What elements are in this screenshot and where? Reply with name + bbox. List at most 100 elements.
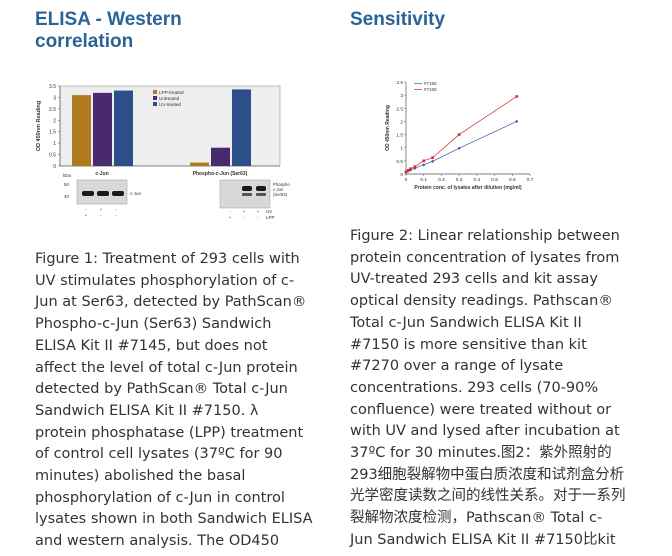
legend-swatch	[153, 96, 157, 100]
caption-line: UV stimulates phosphorylation of c-	[35, 272, 295, 289]
bar	[114, 90, 133, 166]
caption-line: detected by PathScan® Total c-Jun	[35, 381, 288, 398]
y-tick-label: 3	[53, 95, 56, 101]
y-tick-label: 0	[400, 172, 403, 178]
figure-1-caption: Figure 1: Treatment of 293 cells with UV …	[35, 249, 333, 553]
heading-line: ELISA - Western	[35, 9, 182, 30]
x-tick-label: 0.5	[491, 177, 498, 183]
line-chart-svg: 0 0.5 1 1.5 2 2.5 3 3.5 0 0.1 0.2 0.3 0.4 0.5 0.6 0.7 Pr…	[385, 80, 534, 191]
data-point	[406, 169, 410, 172]
x-tick-label: 0.2	[438, 177, 445, 183]
blot-band	[242, 186, 252, 191]
y-tick-label: 1	[53, 141, 56, 147]
data-point	[457, 146, 461, 150]
heading-line: Sensitivity	[350, 9, 446, 30]
caption-line: and western analysis. The OD450	[35, 533, 280, 550]
x-axis-label: Protein conc. of lysates after dilution …	[414, 185, 522, 191]
caption-line: Jun at Ser63, detected by PathScan®	[35, 294, 307, 311]
blot-row-label: UV	[266, 209, 272, 214]
blot-left-label: c-Jun	[130, 191, 142, 196]
caption-line: #7150 is more sensitive than kit	[350, 336, 587, 353]
y-tick-label: 0.5	[49, 153, 56, 159]
caption-line: 光学密度读数之间的线性关系。对于一系列	[350, 488, 626, 505]
caption-line: #7270 over a range of lysate	[350, 358, 564, 375]
blot-sign: +	[243, 209, 246, 214]
bar	[211, 147, 230, 166]
figure-1-bar-chart: 0 0.5 1 1.5 2 2.5 3 3.5 OD 450nm Reading LPP-trea…	[30, 80, 292, 228]
y-tick-label: 0	[53, 164, 56, 170]
y-tick-label: 1.5	[49, 130, 56, 136]
blot-sign: +	[100, 207, 103, 212]
legend-swatch	[153, 90, 157, 94]
blot-right-label: c-Jun	[273, 187, 284, 192]
blot-band	[242, 193, 252, 196]
caption-line: Sandwich ELISA Kit II #7150. λ	[35, 402, 259, 419]
caption-line: of control cell lysates (37ºC for 90	[35, 446, 283, 463]
caption-line: lysates shown in both Sandwich ELISA	[35, 511, 313, 528]
blot-sign: -	[229, 209, 231, 214]
blot-sign: -	[257, 215, 259, 220]
bar	[72, 95, 91, 166]
blot-band	[97, 191, 109, 196]
section-heading-elisa-western: ELISA - Western correlation	[35, 9, 295, 53]
y-tick-label: 3	[400, 93, 403, 99]
category-label: c-Jun	[95, 171, 108, 177]
caption-line: with UV and lysed after incubation at	[350, 423, 620, 440]
bar-chart-svg: 0 0.5 1 1.5 2 2.5 3 3.5 OD 450nm Reading LPP-trea…	[36, 84, 292, 220]
data-point	[404, 170, 408, 174]
x-tick-label: 0.6	[509, 177, 516, 183]
caption-line: ELISA Kit II #7145, but does not	[35, 337, 268, 354]
data-point	[430, 159, 435, 163]
blot-sign: +	[229, 215, 232, 220]
blot-sign: +	[85, 213, 88, 218]
blot-sign: -	[115, 213, 117, 218]
blot-marker: 40	[64, 194, 70, 199]
caption-line: minutes) abolished the basal	[35, 468, 246, 485]
blot-right-label: Phospho-	[273, 182, 290, 187]
blot-band	[256, 193, 266, 196]
blot-band	[256, 186, 266, 191]
heading-line: correlation	[35, 31, 134, 52]
legend-label: #7160	[424, 87, 437, 92]
caption-line: 37ºC for 30 minutes.图2：紫外照射的	[350, 445, 612, 462]
y-tick-label: 3.5	[396, 80, 403, 86]
y-tick-label: 2.5	[49, 107, 56, 113]
figure-2-caption: Figure 2: Linear relationship between pro…	[350, 226, 650, 552]
bar	[232, 89, 251, 166]
section-heading-sensitivity: Sensitivity	[350, 9, 610, 31]
caption-line: 裂解物浓度检测，Pathscan® Total c-	[350, 510, 603, 527]
caption-line: Figure 1: Treatment of 293 cells with	[35, 251, 300, 267]
blot-sign: +	[257, 209, 260, 214]
caption-line: Figure 2: Linear relationship between	[350, 228, 620, 244]
data-point	[422, 159, 426, 163]
blot-kda-label: kDa	[63, 173, 71, 178]
y-axis-label: OD 450nm Reading	[385, 105, 391, 151]
data-point	[413, 165, 417, 168]
caption-line: Phospho-c-Jun (Ser63) Sandwich	[35, 316, 272, 333]
data-point	[515, 119, 519, 124]
legend-swatch	[153, 102, 157, 106]
caption-line: optical density readings. Pathscan®	[350, 293, 613, 310]
x-tick-label: 0	[405, 177, 408, 183]
caption-line: Jun Sandwich ELISA Kit II #7150比kit	[350, 531, 616, 548]
x-tick-label: 0.3	[456, 177, 463, 183]
blot-sign: -	[243, 215, 245, 220]
caption-line: confluence) were treated without or	[350, 401, 612, 418]
y-tick-label: 1.5	[396, 133, 403, 139]
blot-sign: -	[85, 207, 87, 212]
legend-label: LPP-treated	[159, 90, 184, 95]
caption-line: protein concentration of lysates from	[350, 249, 620, 266]
data-point	[457, 133, 461, 136]
data-point	[422, 163, 426, 167]
y-tick-label: 1	[400, 146, 403, 152]
blot-sign: -	[100, 213, 102, 218]
data-point	[409, 167, 412, 171]
x-tick-label: 0.4	[474, 177, 481, 183]
legend-label: Untreated	[159, 96, 180, 101]
x-tick-label: 0.1	[420, 177, 427, 183]
caption-line: affect the level of total c-Jun protein	[35, 359, 298, 376]
bar	[190, 162, 209, 166]
blot-band	[82, 191, 94, 196]
data-point	[431, 156, 434, 160]
caption-line: UV-treated 293 cells and kit assay	[350, 271, 598, 288]
